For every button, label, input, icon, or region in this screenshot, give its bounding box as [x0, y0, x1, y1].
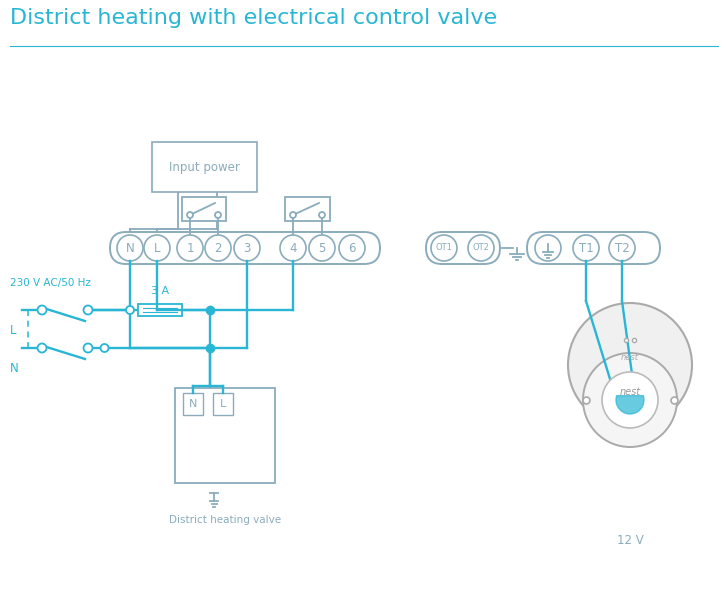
Text: 12 V: 12 V — [617, 533, 644, 546]
Circle shape — [290, 212, 296, 218]
FancyBboxPatch shape — [426, 232, 500, 264]
Text: nest: nest — [621, 352, 639, 362]
Text: N: N — [10, 362, 19, 375]
Circle shape — [117, 235, 143, 261]
FancyBboxPatch shape — [110, 232, 380, 264]
FancyBboxPatch shape — [213, 393, 233, 415]
Circle shape — [573, 235, 599, 261]
Circle shape — [205, 235, 231, 261]
Circle shape — [38, 343, 47, 352]
Circle shape — [431, 235, 457, 261]
Circle shape — [280, 235, 306, 261]
Circle shape — [568, 303, 692, 427]
Text: 6: 6 — [348, 242, 356, 254]
Circle shape — [319, 212, 325, 218]
Circle shape — [609, 235, 635, 261]
Text: N: N — [126, 242, 135, 254]
Circle shape — [468, 235, 494, 261]
Circle shape — [215, 212, 221, 218]
Circle shape — [84, 343, 92, 352]
Circle shape — [583, 353, 677, 447]
FancyBboxPatch shape — [182, 197, 226, 221]
Circle shape — [177, 235, 203, 261]
Polygon shape — [616, 396, 644, 414]
Text: L: L — [10, 324, 17, 337]
FancyBboxPatch shape — [175, 388, 275, 483]
Text: nest: nest — [620, 387, 641, 397]
Circle shape — [309, 235, 335, 261]
Text: OT2: OT2 — [472, 244, 489, 252]
Text: Input power: Input power — [169, 160, 240, 173]
Text: T2: T2 — [614, 242, 630, 254]
Circle shape — [84, 305, 92, 314]
Text: 1: 1 — [186, 242, 194, 254]
Text: N: N — [189, 399, 197, 409]
Text: 3: 3 — [243, 242, 250, 254]
Circle shape — [535, 235, 561, 261]
Circle shape — [187, 212, 193, 218]
Circle shape — [144, 235, 170, 261]
Text: 5: 5 — [318, 242, 325, 254]
Text: 4: 4 — [289, 242, 297, 254]
Text: T1: T1 — [579, 242, 593, 254]
FancyBboxPatch shape — [138, 304, 182, 316]
FancyBboxPatch shape — [152, 142, 257, 192]
Circle shape — [339, 235, 365, 261]
FancyBboxPatch shape — [183, 393, 203, 415]
Text: L: L — [220, 399, 226, 409]
Circle shape — [100, 344, 108, 352]
Circle shape — [38, 305, 47, 314]
Circle shape — [602, 372, 658, 428]
Circle shape — [234, 235, 260, 261]
Text: OT1: OT1 — [435, 244, 452, 252]
Text: 2: 2 — [214, 242, 222, 254]
Circle shape — [126, 306, 134, 314]
Text: 3 A: 3 A — [151, 286, 169, 296]
Text: 230 V AC/50 Hz: 230 V AC/50 Hz — [10, 278, 91, 288]
FancyBboxPatch shape — [285, 197, 330, 221]
Text: L: L — [154, 242, 160, 254]
Text: District heating with electrical control valve: District heating with electrical control… — [10, 8, 497, 28]
Text: District heating valve: District heating valve — [169, 515, 281, 525]
FancyBboxPatch shape — [527, 232, 660, 264]
